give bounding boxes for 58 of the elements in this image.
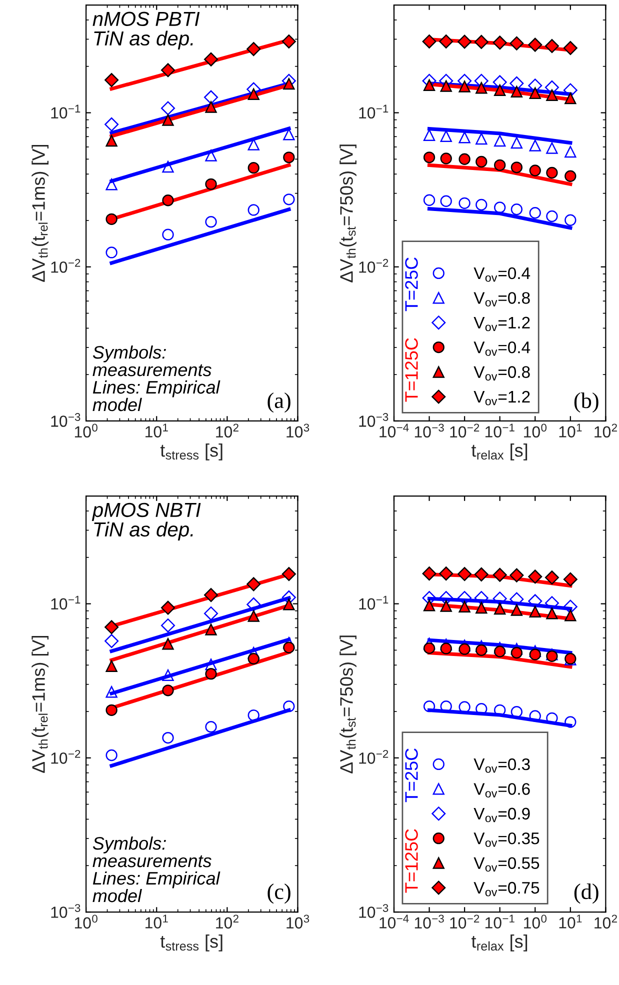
annotation: T=25C [405,748,418,802]
x-tick-label: 10$^{−1}$ [485,424,514,438]
x-tick-label: 10$^{2}$ [216,424,238,438]
legend-label: V$_{ov}$=1.2 [474,390,530,406]
y-tick-label: 10$^{−1}$ [51,596,80,610]
y-tick-label: 10$^{−2}$ [51,258,80,273]
y-axis-title: ΔV$_{th}$(t$_{st}$=750s) [V] [340,636,356,774]
legend-label: V$_{ov}$=1.2 [474,316,530,332]
y-axis-title: ΔV$_{th}$(t$_{st}$=750s) [V] [340,144,356,282]
y-tick-label: 10$^{−2}$ [51,750,80,764]
x-tick-label: 10$^{0}$ [524,914,547,929]
x-tick-label: 10$^{−2}$ [450,424,480,438]
annotation: (b) [574,392,598,413]
y-tick-label: 10$^{−2}$ [359,258,388,273]
legend-label: V$_{ov}$=0.55 [474,857,540,872]
annotation: T=125C [405,338,418,402]
legend-label: V$_{ov}$=0.4 [474,267,530,282]
annotation: T=25C [405,257,418,312]
x-axis-title: t$_{relax}$ [s] [472,444,528,460]
y-tick-label: 10$^{−1}$ [51,104,80,119]
annotation: T=125C [405,829,418,893]
x-axis-title: t$_{relax}$ [s] [472,934,528,952]
legend-label: V$_{ov}$=0.75 [474,882,540,896]
y-tick-label: 10$^{−2}$ [359,750,388,764]
x-tick-label: 10$^{2}$ [594,914,617,929]
annotation: (d) [574,884,598,904]
x-tick-label: 10$^{1}$ [559,424,582,438]
annotation: pMOS NBTI TiN as dep. [92,502,201,541]
y-tick-label: 10$^{−1}$ [359,104,388,119]
y-axis-title: ΔV$_{th}$(t$_{rel}$=1ms) [V] [32,144,49,282]
x-tick-label: 10$^{2}$ [594,424,617,438]
legend-label: V$_{ov}$=0.8 [474,366,530,381]
x-tick-label: 10$^{0}$ [524,424,547,438]
legend-label: V$_{ov}$=0.35 [474,832,540,847]
x-tick-label: 10$^{−2}$ [450,914,480,929]
annotation: (c) [268,884,290,904]
x-tick-label: 10$^{−1}$ [485,914,514,928]
annotation: Symbols: measurements Lines: Empirical model [92,836,220,902]
x-axis-title: t$_{stress}$ [s] [160,934,222,952]
legend-label: V$_{ov}$=0.4 [474,341,530,356]
x-tick-label: 10$^{3}$ [286,914,310,929]
legend-label: V$_{ov}$=0.9 [474,808,530,822]
x-tick-label: 10$^{2}$ [216,914,238,929]
annotation: nMOS PBTI TiN as dep. [92,12,200,50]
x-tick-label: 10$^{1}$ [146,914,168,928]
legend-label: V$_{ov}$=0.3 [474,758,530,773]
x-tick-label: 10$^{−3}$ [414,424,444,438]
annotation: (a) [268,392,290,413]
legend-label: V$_{ov}$=0.6 [474,783,530,798]
x-tick-label: 10$^{3}$ [286,424,310,438]
x-axis-title: t$_{stress}$ [s] [160,444,222,460]
annotation: Symbols: measurements Lines: Empirical model [92,345,220,412]
x-tick-label: 10$^{−3}$ [414,914,444,929]
legend-label: V$_{ov}$=0.8 [474,292,530,306]
y-tick-label: 10$^{−1}$ [359,596,388,610]
x-tick-label: 10$^{1}$ [146,424,168,438]
y-axis-title: ΔV$_{th}$(t$_{rel}$=1ms) [V] [32,636,49,773]
x-tick-label: 10$^{1}$ [559,914,582,928]
